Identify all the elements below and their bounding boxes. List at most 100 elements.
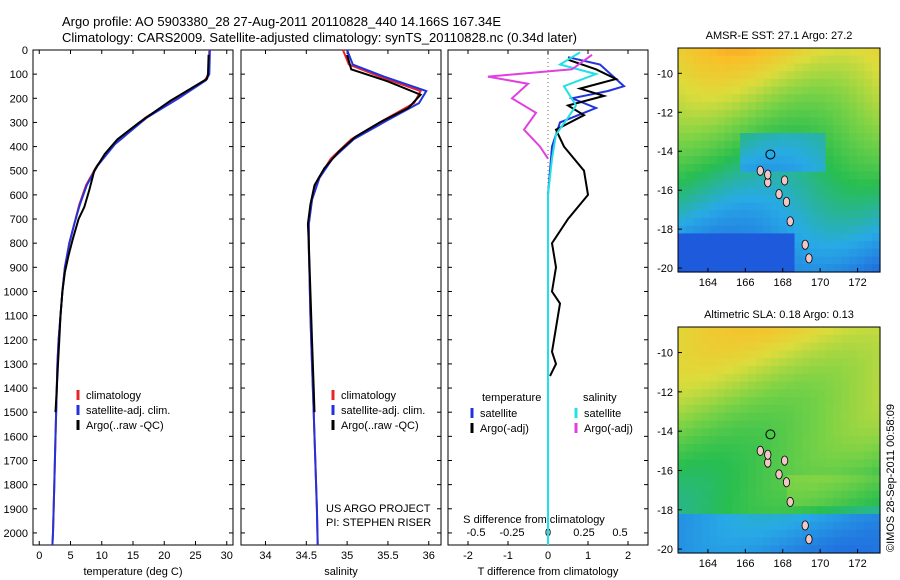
map-cell <box>763 140 772 149</box>
map-cell <box>833 389 842 398</box>
map-cell <box>763 420 772 429</box>
y-tick-label: 900 <box>10 262 28 274</box>
plot-frame <box>240 49 442 546</box>
map-cell <box>747 241 757 250</box>
map-cell <box>747 350 757 359</box>
map-cell <box>709 140 718 149</box>
map-cell <box>802 490 811 500</box>
map-cell <box>693 94 702 103</box>
map-cell <box>755 86 765 95</box>
map-cell <box>678 443 687 453</box>
map-cell <box>771 443 780 453</box>
map-cell <box>763 78 772 88</box>
map-cell <box>755 467 765 476</box>
map-cell <box>833 63 842 72</box>
map-cell <box>825 71 834 80</box>
map-cell <box>848 140 858 149</box>
y-tick-label: 1600 <box>4 431 28 443</box>
map-cell <box>779 94 788 103</box>
map-cell <box>848 117 858 126</box>
map-cell <box>848 63 858 72</box>
map-cell <box>841 210 850 219</box>
map-cell <box>848 248 858 258</box>
map-cell <box>794 404 803 414</box>
map-cell <box>709 350 718 359</box>
map-cell <box>825 179 834 188</box>
map-cell <box>833 373 842 383</box>
map-cell <box>740 537 749 546</box>
map-cell <box>716 133 726 142</box>
map-cell <box>810 133 819 142</box>
map-cell <box>848 217 858 227</box>
map-cell <box>740 420 749 429</box>
map-cell <box>810 350 819 359</box>
map-cell <box>825 133 834 142</box>
map-cell <box>771 102 780 111</box>
map-cell <box>771 327 780 336</box>
map-cell <box>747 217 757 227</box>
map-cell <box>817 358 827 367</box>
map-cell <box>825 148 834 157</box>
map-cell <box>685 241 695 250</box>
map-cell <box>724 248 733 258</box>
map-cell <box>716 537 726 546</box>
map-cell <box>763 514 772 523</box>
map-cell <box>771 133 780 142</box>
map-cell <box>693 156 702 165</box>
map-cell <box>810 55 819 64</box>
map-cell <box>693 148 702 157</box>
map-cell <box>817 194 827 204</box>
map-cell <box>864 428 873 437</box>
map-cell <box>786 490 796 500</box>
map-cell <box>786 163 796 173</box>
map-cell <box>724 133 733 142</box>
map-cell <box>747 117 757 126</box>
map-cell <box>763 397 772 406</box>
map-cell <box>763 443 772 453</box>
map-cell <box>747 327 757 336</box>
map-cell <box>709 475 718 484</box>
map-cell <box>732 521 741 531</box>
map-cell <box>802 117 811 126</box>
map-cell <box>747 210 757 219</box>
map-cell <box>732 404 741 414</box>
map-cell <box>848 233 858 242</box>
map-cell <box>732 210 741 219</box>
map-cell <box>716 404 726 414</box>
map-cell <box>786 109 796 119</box>
map-cell <box>794 397 803 406</box>
map-cell <box>779 389 788 398</box>
map-cell <box>747 389 757 398</box>
map-cell <box>786 451 796 461</box>
map-cell <box>771 498 780 507</box>
map-cell <box>693 521 702 531</box>
map-cell <box>716 163 726 173</box>
map-cell <box>724 342 733 351</box>
map-cell <box>864 63 873 72</box>
map-cell <box>848 202 858 211</box>
map-cell <box>841 55 850 64</box>
map-cell <box>802 467 811 476</box>
map-cell <box>724 171 733 180</box>
map-cell <box>817 187 827 196</box>
map-cell <box>678 241 687 250</box>
map-cell <box>833 133 842 142</box>
map-cell <box>817 459 827 468</box>
map-cell <box>771 140 780 149</box>
map-cell <box>747 459 757 468</box>
map-cell <box>841 187 850 196</box>
map-cell <box>716 117 726 126</box>
map-cell <box>732 420 741 429</box>
map-cell <box>716 256 726 265</box>
legend-label: climatology <box>341 390 397 402</box>
y-tick-label: 0 <box>22 45 28 57</box>
map-cell <box>872 397 881 406</box>
map-cell <box>771 358 780 367</box>
map-cell <box>716 171 726 180</box>
map-cell <box>856 482 866 492</box>
map-cell <box>747 358 757 367</box>
map-cell <box>709 420 718 429</box>
map-cell <box>841 78 850 88</box>
map-cell <box>709 342 718 351</box>
argo-marker <box>765 429 776 440</box>
